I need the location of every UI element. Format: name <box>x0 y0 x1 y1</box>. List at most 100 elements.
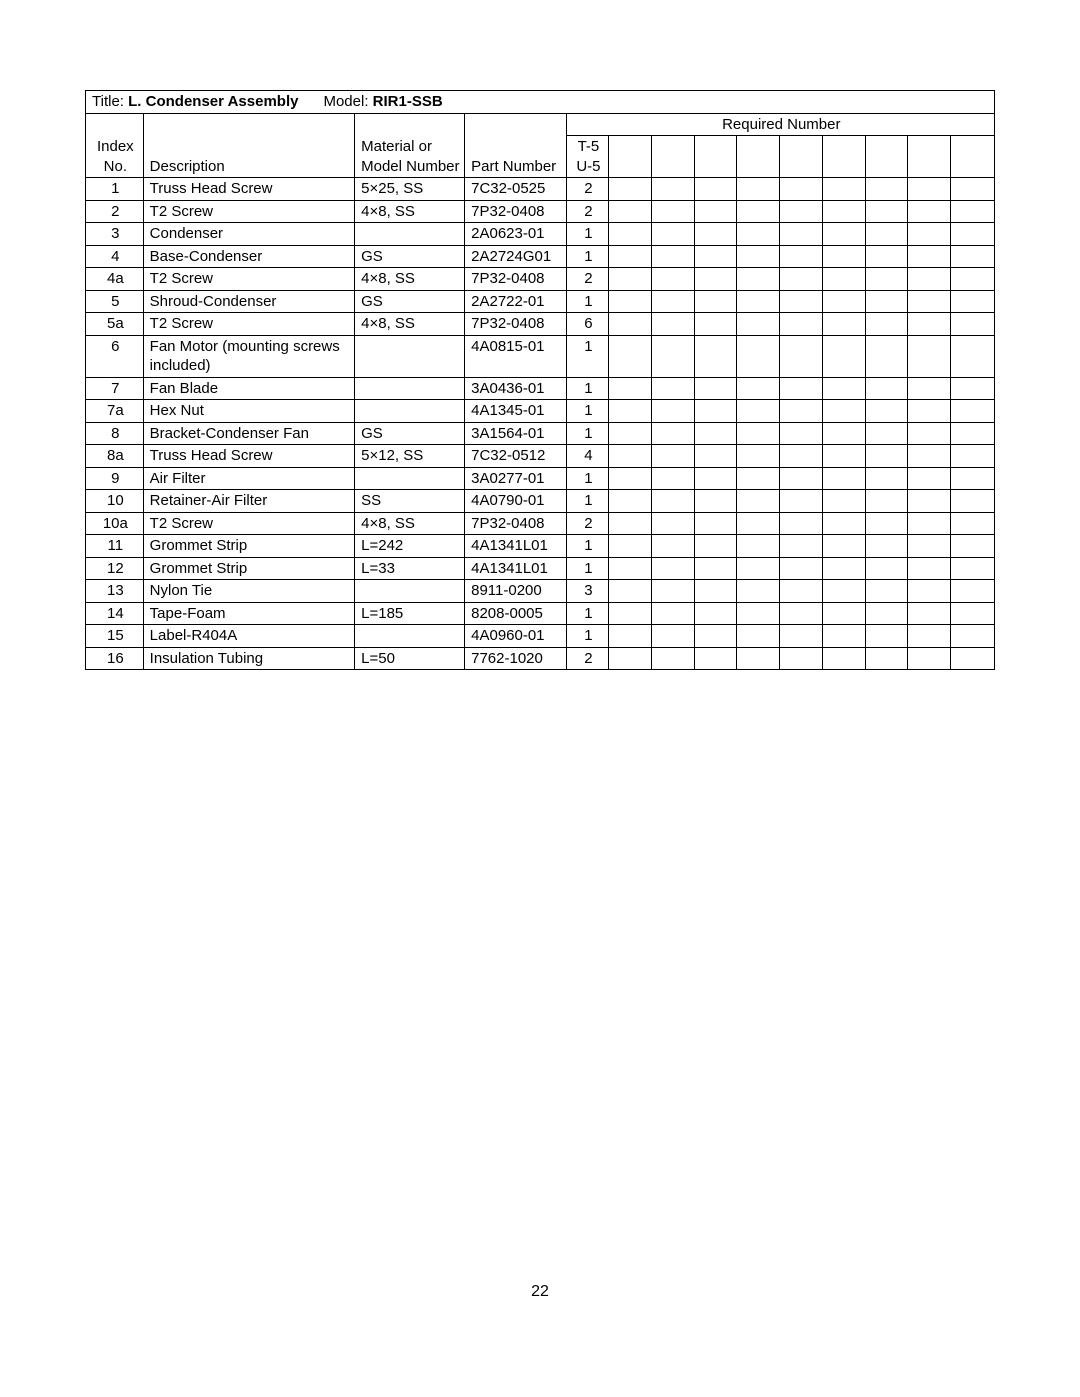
cell-material: GS <box>355 422 465 445</box>
cell-empty <box>652 377 695 400</box>
cell-index: 6 <box>86 335 144 377</box>
cell-empty <box>780 512 823 535</box>
table-row: 2T2 Screw4×8, SS7P32-04082 <box>86 200 995 223</box>
cell-empty <box>908 580 951 603</box>
table-row: 7Fan Blade3A0436-011 <box>86 377 995 400</box>
cell-empty <box>908 313 951 336</box>
table-row: 8aTruss Head Screw5×12, SS7C32-05124 <box>86 445 995 468</box>
cell-empty <box>694 580 737 603</box>
table-row: 10Retainer-Air FilterSS4A0790-011 <box>86 490 995 513</box>
col-qty-8 <box>865 136 908 178</box>
cell-empty <box>908 467 951 490</box>
cell-material: SS <box>355 490 465 513</box>
cell-empty <box>652 178 695 201</box>
cell-empty <box>780 268 823 291</box>
cell-empty <box>951 223 995 246</box>
cell-description: Truss Head Screw <box>143 178 354 201</box>
cell-empty <box>694 290 737 313</box>
cell-part-number: 7C32-0525 <box>465 178 566 201</box>
cell-empty <box>865 200 908 223</box>
cell-empty <box>737 290 780 313</box>
cell-empty <box>908 535 951 558</box>
cell-empty <box>609 400 652 423</box>
table-row: 4Base-CondenserGS2A2724G011 <box>86 245 995 268</box>
cell-empty <box>951 490 995 513</box>
cell-empty <box>694 467 737 490</box>
cell-empty <box>737 422 780 445</box>
cell-empty <box>865 335 908 377</box>
cell-description: T2 Screw <box>143 313 354 336</box>
cell-empty <box>908 602 951 625</box>
cell-empty <box>908 335 951 377</box>
cell-empty <box>737 625 780 648</box>
cell-empty <box>951 290 995 313</box>
title-label: Title: <box>92 93 128 110</box>
cell-empty <box>822 313 865 336</box>
cell-index: 4a <box>86 268 144 291</box>
cell-empty <box>780 313 823 336</box>
cell-empty <box>908 178 951 201</box>
table-row: 14Tape-FoamL=1858208-00051 <box>86 602 995 625</box>
cell-qty: 6 <box>566 313 609 336</box>
cell-part-number: 4A1345-01 <box>465 400 566 423</box>
cell-material <box>355 400 465 423</box>
cell-description: Air Filter <box>143 467 354 490</box>
cell-material: L=50 <box>355 647 465 670</box>
cell-empty <box>951 445 995 468</box>
cell-empty <box>951 535 995 558</box>
cell-index: 5 <box>86 290 144 313</box>
col-qty-10 <box>951 136 995 178</box>
title-gap <box>298 93 323 110</box>
cell-description: Grommet Strip <box>143 557 354 580</box>
cell-empty <box>609 223 652 246</box>
cell-empty <box>822 557 865 580</box>
cell-empty <box>609 535 652 558</box>
cell-part-number: 7P32-0408 <box>465 313 566 336</box>
cell-qty: 2 <box>566 647 609 670</box>
cell-empty <box>865 313 908 336</box>
cell-empty <box>694 422 737 445</box>
cell-empty <box>865 268 908 291</box>
cell-empty <box>908 377 951 400</box>
cell-empty <box>652 422 695 445</box>
cell-description: Grommet Strip <box>143 535 354 558</box>
cell-empty <box>780 400 823 423</box>
cell-empty <box>908 422 951 445</box>
cell-empty <box>694 647 737 670</box>
cell-description: T2 Screw <box>143 268 354 291</box>
cell-index: 7 <box>86 377 144 400</box>
cell-qty: 1 <box>566 557 609 580</box>
cell-part-number: 3A1564-01 <box>465 422 566 445</box>
page-number: 22 <box>0 1283 1080 1301</box>
col-qty-5 <box>737 136 780 178</box>
cell-empty <box>737 647 780 670</box>
cell-empty <box>694 490 737 513</box>
table-row: 13Nylon Tie8911-02003 <box>86 580 995 603</box>
cell-empty <box>951 647 995 670</box>
page-content: Title: L. Condenser Assembly Model: RIR1… <box>0 0 1080 670</box>
cell-material: 4×8, SS <box>355 512 465 535</box>
cell-empty <box>865 223 908 246</box>
cell-empty <box>652 200 695 223</box>
cell-empty <box>951 400 995 423</box>
cell-empty <box>780 445 823 468</box>
cell-empty <box>951 268 995 291</box>
cell-empty <box>694 400 737 423</box>
cell-empty <box>822 178 865 201</box>
col-index: Index No. <box>86 113 144 178</box>
cell-qty: 2 <box>566 268 609 291</box>
cell-empty <box>609 580 652 603</box>
cell-empty <box>694 377 737 400</box>
cell-empty <box>908 445 951 468</box>
cell-empty <box>822 647 865 670</box>
cell-qty: 2 <box>566 512 609 535</box>
cell-empty <box>908 290 951 313</box>
cell-material: 4×8, SS <box>355 200 465 223</box>
cell-empty <box>737 400 780 423</box>
table-row: 10aT2 Screw4×8, SS7P32-04082 <box>86 512 995 535</box>
cell-empty <box>652 223 695 246</box>
cell-empty <box>609 602 652 625</box>
cell-empty <box>780 490 823 513</box>
cell-empty <box>951 313 995 336</box>
cell-empty <box>694 625 737 648</box>
